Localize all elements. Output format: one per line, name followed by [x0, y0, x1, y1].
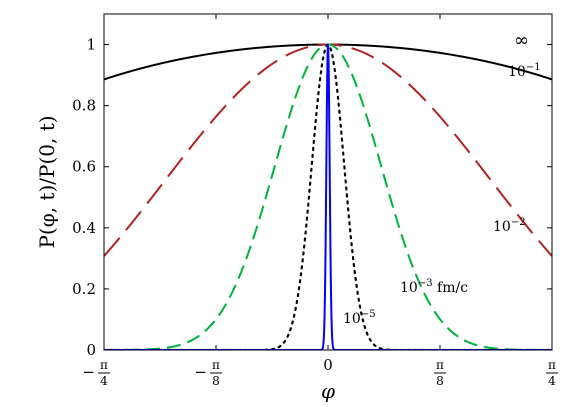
x-tick-label-den: 8 [436, 374, 444, 388]
x-tick-label-den: 4 [548, 374, 556, 388]
x-tick-label: − π 8 [194, 358, 222, 388]
x-tick-label: π4 [546, 358, 558, 388]
y-tick-label: 1 [86, 36, 96, 54]
x-tick-label-text: 0 [323, 356, 333, 374]
x-tick-label-sign: − [194, 363, 207, 381]
series-lines [104, 43, 552, 350]
series-annotation: 10−1 [508, 62, 541, 80]
x-tick-label-num: π [436, 358, 444, 372]
x-tick-label: π8 [434, 358, 446, 388]
x-tick-label-sign: − [82, 363, 95, 381]
series-annotation: ∞ [514, 30, 529, 51]
axis-ticks [103, 14, 553, 351]
x-tick-label: 0 [323, 356, 333, 374]
x-axis-label: φ [321, 379, 335, 403]
y-axis-label: P(φ, t)/P(0, t) [35, 115, 59, 248]
x-tick-label-num: π [100, 358, 108, 372]
y-tick-label: 0.2 [72, 280, 96, 298]
x-tick-label-num: π [212, 358, 220, 372]
x-tick-label-den: 8 [212, 374, 220, 388]
x-tick-label: − π 4 [82, 358, 110, 388]
x-tick-label-num: π [548, 358, 556, 372]
y-tick-label: 0.8 [72, 97, 96, 115]
x-tick-label-den: 4 [100, 374, 108, 388]
y-tick-label: 0 [86, 341, 96, 359]
series-annotation: 10−5 [343, 309, 376, 327]
y-tick-label: 0.4 [72, 219, 96, 237]
y-tick-label: 0.6 [72, 158, 96, 176]
series-annotation: 10−2 [493, 217, 526, 235]
series-annotations: ∞ 10−1 10−2 10−3 fm/c 10−5 [343, 30, 541, 327]
series-annotation: 10−3 fm/c [400, 278, 468, 296]
series-line-4 [104, 44, 552, 350]
